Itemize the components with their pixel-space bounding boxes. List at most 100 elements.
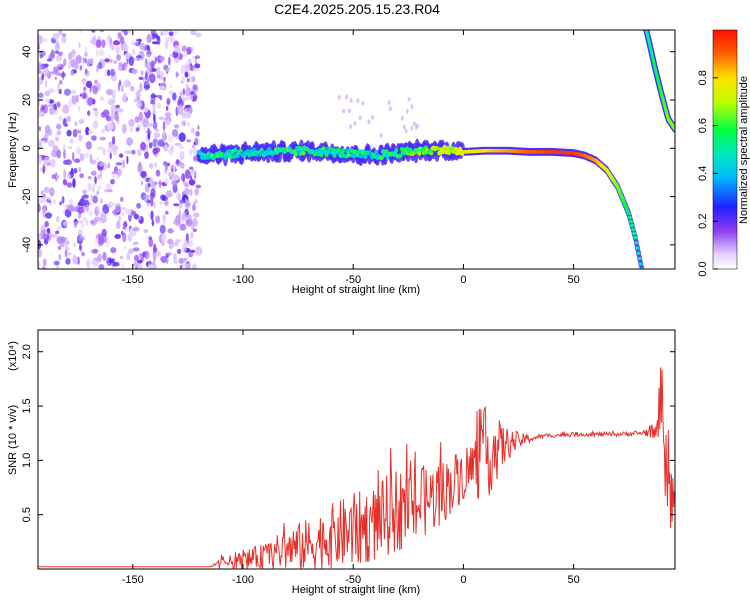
noise-blob [171,145,174,151]
noise-blob [45,80,48,88]
x-tick-label: 50 [567,274,579,286]
noise-blob [145,71,148,80]
noise-blob [56,130,62,136]
noise-blob [105,238,110,247]
noise-blob [115,104,120,109]
noise-blob [144,151,149,159]
snr-panel: -150 -100 -50 0 50 0.5 1.0 1.5 2.0 Height of st… [7,329,676,596]
noise-blob [161,232,167,243]
noise-blob [173,253,177,263]
noise-blob [126,155,129,165]
noise-blob [124,80,132,87]
noise-blob [78,167,81,173]
noise-blob [82,57,85,63]
noise-blob [98,49,105,57]
noise-blob [162,130,166,140]
noise-blob [158,116,165,120]
noise-blob [115,45,120,55]
noise-blob [73,158,81,163]
signal-core [436,146,441,151]
noise-blob [181,120,187,127]
noise-blob [121,263,124,269]
noise-blob [41,38,49,42]
noise-blob [140,181,144,186]
noise-blob [108,88,112,93]
noise-blob [148,142,153,149]
noise-blob [42,165,45,174]
noise-blob [195,32,202,38]
noise-blob [92,36,97,46]
noise-blob [142,118,149,128]
signal-core [628,219,633,224]
faint-speck [358,115,362,121]
noise-blob [123,30,128,36]
noise-blob [192,144,196,149]
noise-blob [63,221,67,227]
noise-blob [136,202,142,209]
noise-blob [186,48,192,55]
noise-blob [187,121,191,127]
signal-core [358,154,363,159]
noise-blob [143,106,149,113]
faint-speck [349,98,353,103]
noise-blob [108,43,115,49]
noise-blob [98,264,105,269]
noise-blob [190,95,194,101]
noise-blob [159,85,166,91]
x-tick-label: -50 [345,574,361,586]
noise-blob [138,215,141,221]
noise-blob [115,162,123,166]
noise-blob [40,137,48,142]
noise-blob [68,52,73,61]
signal-core [352,153,357,159]
noise-blob [67,204,74,212]
noise-blob [88,129,93,135]
noise-blob [191,169,195,173]
noise-blob [82,217,88,222]
noise-blob [38,261,41,269]
noise-blob [195,130,200,137]
signal-core [627,215,632,220]
noise-blob [168,31,174,37]
noise-blob [85,68,88,75]
noise-blob [66,241,70,245]
noise-blob [78,236,86,242]
y-tick-label: 40 [21,46,33,58]
noise-blob [160,70,164,81]
noise-blob [43,156,51,164]
noise-blob [192,84,198,90]
noise-blob [158,83,161,87]
noise-blob [112,209,118,215]
y-tick-label: 0 [21,145,33,151]
noise-blob [81,252,85,257]
noise-blob [181,212,187,221]
noise-blob [62,179,68,186]
noise-blob [172,183,178,194]
noise-blob [153,113,156,123]
noise-blob [197,249,201,255]
noise-blob [65,159,72,166]
noise-blob [120,196,124,202]
noise-blob [128,248,135,254]
noise-blob [143,61,146,68]
noise-blob [188,179,196,186]
noise-blob [62,70,65,80]
noise-blob [188,106,193,114]
noise-blob [129,126,133,133]
noise-blob [150,60,155,68]
signal-core [293,152,298,157]
noise-blob [112,261,120,267]
noise-blob [51,233,58,238]
noise-blob [137,259,143,264]
signal-core [223,155,228,160]
noise-blob [133,254,139,262]
noise-blob [79,243,82,252]
noise-blob [57,245,62,251]
signal-core [633,235,638,240]
signal-core [398,153,403,158]
noise-blob [123,221,128,228]
noise-blob [102,251,107,261]
colorbar-tick-label: 0.0 [697,261,709,276]
noise-blob [78,105,81,112]
noise-blob [78,134,83,142]
